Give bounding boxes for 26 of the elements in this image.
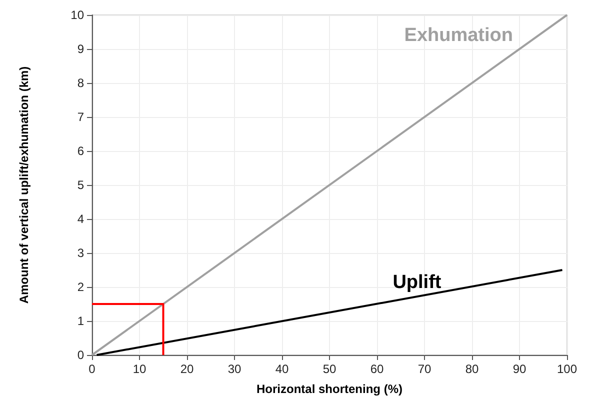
x-tick-label: 10 xyxy=(132,362,146,376)
y-tick-label: 9 xyxy=(77,42,84,56)
x-tick-label: 50 xyxy=(322,362,336,376)
x-tick-label: 60 xyxy=(370,362,384,376)
y-tick-label: 8 xyxy=(77,76,84,90)
y-tick-label: 6 xyxy=(77,144,84,158)
y-tick-label: 0 xyxy=(77,348,84,362)
x-tick-label: 0 xyxy=(88,362,96,376)
series-label: Uplift xyxy=(392,272,442,293)
x-tick-label: 40 xyxy=(275,362,289,376)
x-tick-label: 20 xyxy=(180,362,194,376)
x-axis-title: Horizontal shortening (%) xyxy=(256,382,402,396)
x-tick-label: 70 xyxy=(418,362,432,376)
y-tick-label: 5 xyxy=(77,178,84,192)
y-tick-label: 4 xyxy=(77,212,84,226)
y-axis-title: Amount of vertical uplift/exhumation (km) xyxy=(17,66,31,304)
y-tick-label: 3 xyxy=(77,246,84,260)
y-tick-label: 1 xyxy=(77,314,84,328)
x-tick-label: 100 xyxy=(556,362,578,376)
y-tick-label: 2 xyxy=(77,280,84,294)
x-tick-label: 30 xyxy=(228,362,242,376)
x-tick-label: 80 xyxy=(465,362,479,376)
y-tick-label: 7 xyxy=(77,110,84,124)
x-tick-label: 90 xyxy=(512,362,526,376)
y-tick-label: 10 xyxy=(70,8,84,22)
series-label: Exhumation xyxy=(404,25,513,46)
